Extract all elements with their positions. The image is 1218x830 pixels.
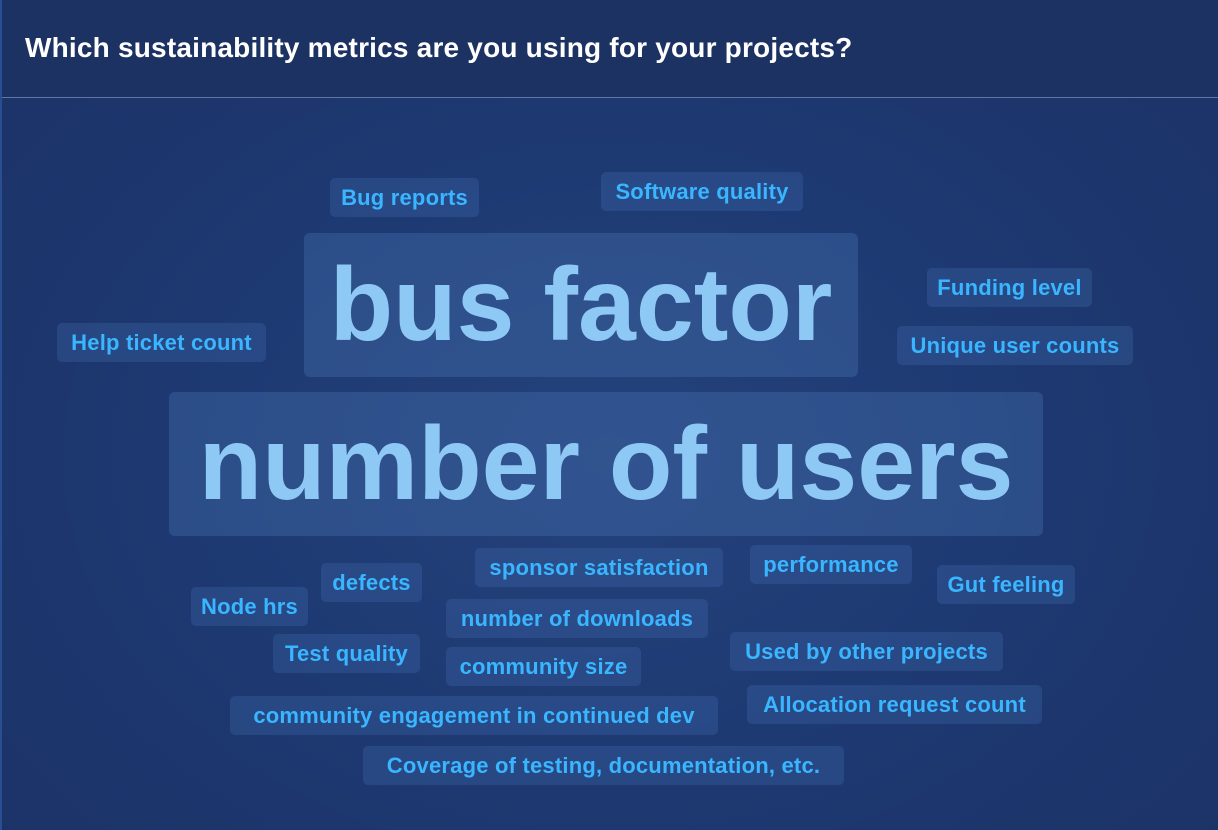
word-performance[interactable]: performance — [750, 545, 912, 584]
word-bus-factor[interactable]: bus factor — [304, 233, 858, 377]
question-header: Which sustainability metrics are you usi… — [2, 0, 1218, 98]
word-unique-user-counts[interactable]: Unique user counts — [897, 326, 1133, 365]
word-allocation-request-count[interactable]: Allocation request count — [747, 685, 1042, 724]
word-community-engagement[interactable]: community engagement in continued dev — [230, 696, 718, 735]
word-help-ticket-count[interactable]: Help ticket count — [57, 323, 266, 362]
word-bug-reports[interactable]: Bug reports — [330, 178, 479, 217]
word-number-of-downloads[interactable]: number of downloads — [446, 599, 708, 638]
word-cloud: Bug reports Software quality bus factor … — [2, 99, 1218, 830]
word-sponsor-satisfaction[interactable]: sponsor satisfaction — [475, 548, 723, 587]
question-title: Which sustainability metrics are you usi… — [25, 32, 853, 63]
word-node-hrs[interactable]: Node hrs — [191, 587, 308, 626]
word-test-quality[interactable]: Test quality — [273, 634, 420, 673]
word-software-quality[interactable]: Software quality — [601, 172, 803, 211]
word-number-of-users[interactable]: number of users — [169, 392, 1043, 536]
word-gut-feeling[interactable]: Gut feeling — [937, 565, 1075, 604]
word-used-by-other-projects[interactable]: Used by other projects — [730, 632, 1003, 671]
word-community-size[interactable]: community size — [446, 647, 641, 686]
word-defects[interactable]: defects — [321, 563, 422, 602]
word-coverage[interactable]: Coverage of testing, documentation, etc. — [363, 746, 844, 785]
word-funding-level[interactable]: Funding level — [927, 268, 1092, 307]
